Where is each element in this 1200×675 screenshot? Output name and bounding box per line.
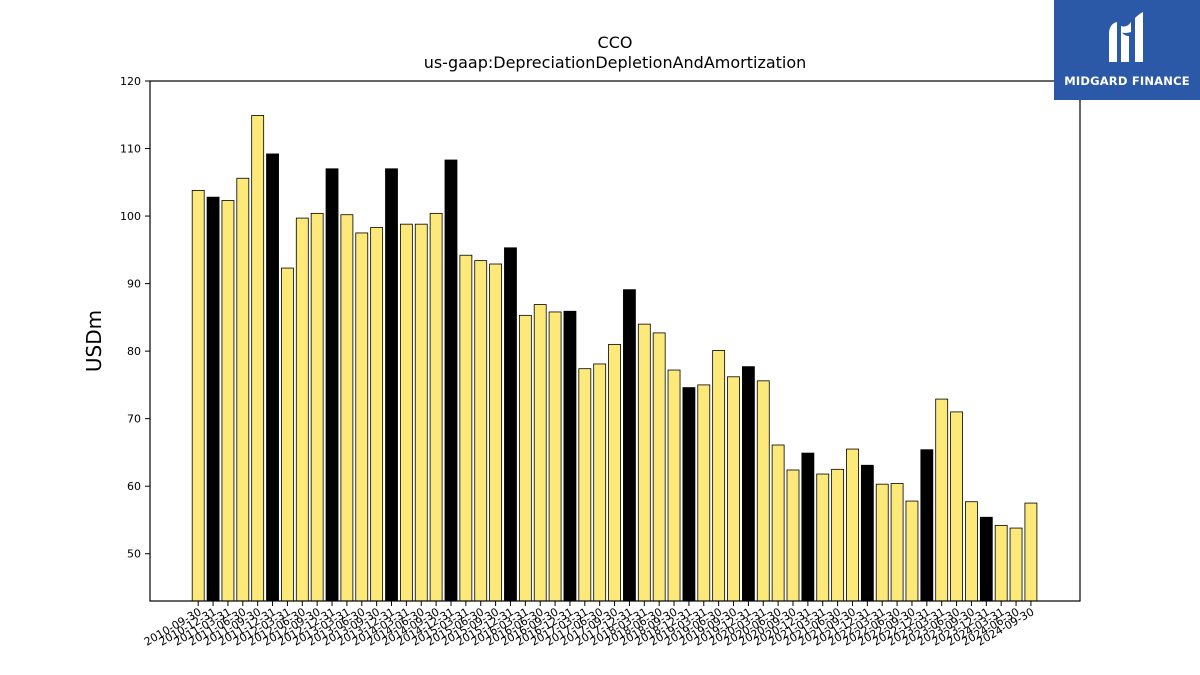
y-tick-label: 70 xyxy=(127,413,141,426)
bar-2015-12-31 xyxy=(504,247,517,602)
bar-2017-03-31 xyxy=(578,368,592,602)
x-axis-ticks: 2010-09-302010-12-312011-03-312011-06-30… xyxy=(142,601,1036,649)
bar-2014-06-30 xyxy=(414,223,428,602)
y-tick-label: 120 xyxy=(120,75,141,88)
chart-subtitle: us-gaap:DepreciationDepletionAndAmortiza… xyxy=(424,53,807,72)
bar-2016-03-31 xyxy=(518,314,532,602)
bar-2022-09-30 xyxy=(905,500,919,602)
bar-2011-09-30 xyxy=(251,115,265,602)
bars-group xyxy=(191,115,1038,602)
bar-2011-12-31 xyxy=(266,153,279,602)
bar-2019-06-30 xyxy=(712,350,726,602)
bar-2022-06-30 xyxy=(890,483,904,602)
midgard-logo-icon xyxy=(1109,12,1143,62)
y-tick-label: 90 xyxy=(127,278,141,291)
bar-2019-12-31 xyxy=(741,366,755,602)
bar-2017-09-30 xyxy=(608,343,621,602)
bar-2014-03-31 xyxy=(399,223,413,602)
bar-2014-12-31 xyxy=(444,159,458,602)
bar-2023-03-31 xyxy=(935,398,949,602)
bar-2015-06-30 xyxy=(474,260,488,602)
logo-text: MIDGARD FINANCE xyxy=(1064,74,1190,88)
bar-2016-09-30 xyxy=(548,311,562,602)
bar-2021-06-30 xyxy=(831,468,845,602)
plot-frame xyxy=(149,80,1081,602)
y-tick-label: 60 xyxy=(127,480,141,493)
y-tick-label: 50 xyxy=(127,548,141,561)
bar-2010-09-30 xyxy=(191,189,205,602)
y-axis-label: USDm xyxy=(82,310,106,372)
bar-2023-06-30 xyxy=(950,411,963,602)
bar-2011-06-30 xyxy=(236,177,250,602)
bar-2022-03-31 xyxy=(875,483,889,602)
bar-2013-03-31 xyxy=(340,214,354,602)
bar-2018-06-30 xyxy=(652,332,666,602)
bar-2022-12-31 xyxy=(920,449,934,602)
bar-2013-12-31 xyxy=(385,168,398,602)
bar-2016-06-30 xyxy=(533,304,547,602)
bar-2023-12-31 xyxy=(979,516,993,602)
bar-2019-03-31 xyxy=(697,384,711,602)
bar-2021-09-30 xyxy=(846,448,859,602)
bar-2023-09-30 xyxy=(965,501,978,602)
bar-2017-06-30 xyxy=(593,363,607,602)
bar-2020-09-30 xyxy=(786,469,800,602)
bar-2020-06-30 xyxy=(771,444,785,602)
bar-2012-12-31 xyxy=(325,168,339,602)
bar-2018-03-31 xyxy=(637,323,651,602)
bar-2018-12-31 xyxy=(682,387,696,602)
y-axis-ticks: 50 60 70 80 90 100 110 120 xyxy=(120,75,150,561)
chart-title: CCO xyxy=(598,33,633,52)
bar-2012-06-30 xyxy=(295,217,309,602)
bar-2012-03-31 xyxy=(281,267,294,602)
bar-2019-09-30 xyxy=(727,376,740,602)
bar-2021-12-31 xyxy=(860,464,874,602)
bar-2024-03-31 xyxy=(994,524,1008,602)
bar-2013-06-30 xyxy=(355,232,369,602)
bar-2014-09-30 xyxy=(429,212,443,602)
bar-2020-12-31 xyxy=(801,452,815,602)
bar-2012-09-30 xyxy=(310,212,324,602)
midgard-finance-logo: MIDGARD FINANCE xyxy=(1054,0,1200,100)
bar-2024-06-30 xyxy=(1009,527,1023,602)
bar-2015-03-31 xyxy=(459,254,473,602)
bar-2024-09-30 xyxy=(1024,502,1038,602)
y-tick-label: 100 xyxy=(120,210,141,223)
bar-2015-09-30 xyxy=(489,263,503,602)
bar-2016-12-31 xyxy=(563,310,577,602)
bar-2020-03-31 xyxy=(756,380,770,602)
bar-2021-03-31 xyxy=(816,473,830,602)
y-tick-label: 80 xyxy=(127,345,141,358)
bar-2018-09-30 xyxy=(667,369,681,602)
y-tick-label: 110 xyxy=(120,143,141,156)
bar-2013-09-30 xyxy=(370,227,384,602)
bar-2011-03-31 xyxy=(221,200,235,602)
bar-2017-12-31 xyxy=(623,289,636,602)
bar-2010-12-31 xyxy=(206,196,220,602)
